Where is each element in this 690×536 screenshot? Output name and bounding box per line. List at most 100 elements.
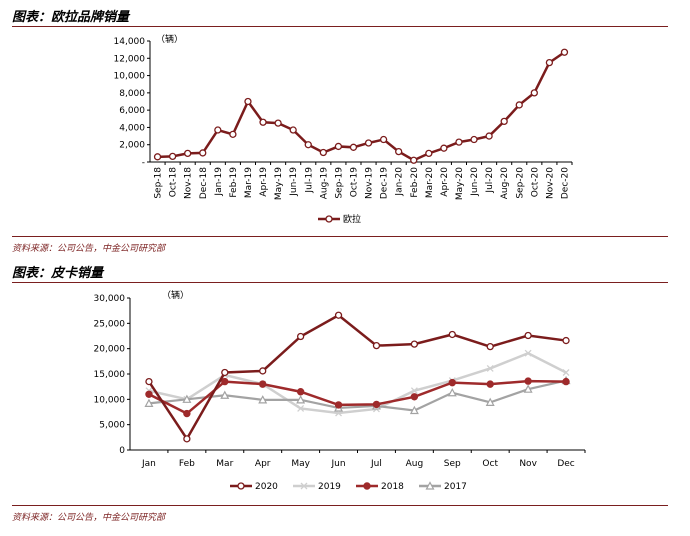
x-tick-label: Apr-20 [440, 167, 450, 197]
x-tick-label: Mar-19 [244, 167, 254, 198]
x-tick-label: Oct-19 [349, 167, 359, 198]
y-tick-label: - [142, 158, 145, 168]
series-line-2019 [148, 351, 567, 415]
figure1-bottom-rule [12, 236, 668, 237]
unit-label: （辆） [162, 289, 189, 301]
x-tick-label: Jul-19 [304, 167, 314, 194]
data-point-2019 [297, 404, 305, 412]
data-point-2018 [372, 400, 381, 409]
data-point-2020 [448, 330, 456, 339]
data-point-ola [410, 156, 418, 164]
data-point-2019 [562, 369, 570, 376]
data-point-ola [500, 117, 508, 126]
x-tick-label: Oct [482, 459, 498, 469]
data-point-ola [259, 118, 267, 126]
x-tick-label: Nov-20 [545, 167, 555, 199]
legend-marker-2020 [237, 482, 245, 490]
figure2-title: 图表：皮卡销量 [12, 266, 104, 281]
y-tick-label: 2,000 [119, 141, 145, 151]
x-tick-label: Apr-19 [259, 167, 269, 197]
x-tick-label: Aug-19 [319, 167, 329, 200]
y-tick-label: 6,000 [119, 106, 145, 116]
series-line-ola [157, 51, 566, 162]
data-point-2017 [523, 384, 533, 393]
x-tick-label: Sep [444, 459, 461, 469]
data-point-2018 [221, 377, 229, 386]
legend-label-2020: 2020 [255, 482, 278, 492]
x-tick-label: Sep-18 [154, 167, 164, 199]
y-tick-label: 30,000 [94, 294, 126, 304]
x-tick-label: Jun [331, 459, 346, 469]
series-line-2020 [147, 313, 567, 442]
data-point-2017 [220, 390, 230, 399]
data-point-2020 [486, 342, 494, 351]
x-tick-label: Nov [519, 459, 537, 469]
data-point-ola [440, 144, 448, 152]
x-tick-label: Mar-20 [425, 167, 435, 198]
x-tick-label: Jul [370, 459, 382, 469]
data-point-ola [349, 143, 358, 151]
figure2-source: 资料来源：公司公告，中金公司研究部 [12, 513, 166, 523]
data-point-2017 [258, 395, 268, 404]
data-point-ola [515, 101, 523, 109]
data-point-2018 [183, 409, 191, 418]
data-point-ola [560, 48, 569, 56]
figure1-title: 图表：欧拉品牌销量 [12, 10, 130, 25]
x-tick-label: Jan-19 [214, 167, 224, 197]
data-point-2019 [524, 349, 532, 357]
legend-marker-2018 [363, 482, 371, 490]
x-tick-label: Feb [179, 459, 195, 469]
data-point-2017 [144, 398, 154, 407]
data-point-ola [425, 149, 433, 158]
data-point-2018 [410, 393, 419, 401]
x-tick-label: Nov-18 [184, 167, 194, 199]
x-tick-label: Oct-20 [530, 167, 540, 198]
figure1-source: 资料来源：公司公告，中金公司研究部 [12, 244, 166, 254]
x-tick-label: Sep-20 [515, 167, 525, 199]
data-point-ola [289, 126, 297, 134]
data-point-ola [485, 132, 493, 140]
legend-marker-ola [325, 215, 333, 223]
y-tick-label: 14,000 [114, 37, 146, 47]
series-line-2017 [148, 379, 567, 412]
y-tick-label: 10,000 [114, 72, 146, 82]
x-tick-label: Jan-20 [395, 167, 405, 197]
data-point-2020 [183, 435, 191, 443]
y-tick-label: 4,000 [119, 123, 145, 133]
data-point-ola [319, 148, 327, 157]
data-point-ola [168, 152, 177, 161]
x-tick-label: Oct-18 [169, 167, 179, 198]
data-point-ola [184, 149, 192, 158]
y-tick-label: 8,000 [119, 89, 145, 99]
data-point-ola [364, 139, 373, 147]
data-point-2020 [372, 341, 381, 350]
data-point-2018 [448, 378, 456, 387]
y-tick-label: 5,000 [99, 421, 125, 431]
data-point-2020 [296, 332, 305, 341]
x-tick-label: Dec-19 [380, 167, 390, 199]
data-point-2020 [221, 368, 229, 377]
x-tick-label: Dec-20 [560, 167, 570, 199]
data-point-ola [455, 138, 463, 146]
data-point-ola [199, 149, 207, 157]
unit-label: （辆） [156, 33, 183, 45]
x-tick-label: Apr [255, 459, 271, 469]
data-point-2020 [334, 311, 343, 319]
data-point-ola [153, 153, 162, 161]
x-tick-label: Aug [406, 459, 424, 469]
y-tick-label: 0 [119, 446, 125, 456]
x-tick-label: Dec [557, 459, 574, 469]
data-point-ola [470, 135, 478, 144]
data-point-2018 [334, 401, 343, 409]
figure1-top-rule [12, 26, 668, 27]
data-point-ola [379, 135, 388, 144]
figure2-bottom-rule [12, 505, 668, 506]
data-point-2020 [259, 367, 267, 375]
data-point-2020 [562, 336, 570, 345]
x-tick-label: Jan [141, 459, 156, 469]
data-point-2018 [259, 380, 267, 388]
data-point-ola [214, 126, 222, 134]
x-tick-label: May [291, 459, 310, 469]
x-tick-label: Nov-19 [365, 167, 375, 199]
